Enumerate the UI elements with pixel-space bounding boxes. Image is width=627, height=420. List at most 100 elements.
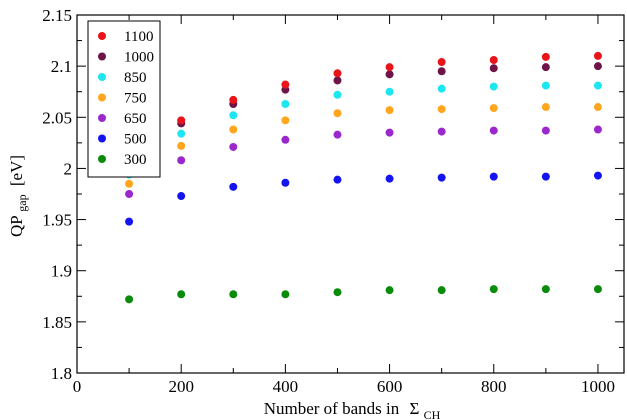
- data-point: [385, 128, 394, 137]
- data-point: [437, 127, 446, 136]
- x-tick-label: 200: [168, 377, 194, 396]
- data-point: [281, 290, 290, 299]
- data-point: [333, 69, 342, 78]
- x-tick-label: 400: [273, 377, 299, 396]
- data-point: [229, 182, 238, 191]
- data-point: [125, 179, 134, 188]
- data-point: [281, 99, 290, 108]
- data-point: [281, 80, 290, 89]
- data-point: [333, 288, 342, 297]
- data-point: [541, 81, 550, 90]
- data-point: [177, 156, 186, 165]
- data-point: [125, 295, 134, 304]
- legend-label: 300: [124, 152, 147, 168]
- data-point: [177, 129, 186, 138]
- y-tick-label: 1.85: [42, 313, 72, 332]
- legend-marker: [98, 32, 106, 40]
- legend-marker: [98, 93, 106, 102]
- data-point: [229, 142, 238, 151]
- series-500: [125, 171, 602, 226]
- data-point: [385, 70, 394, 79]
- data-point: [489, 64, 498, 73]
- y-tick-label: 2.05: [42, 108, 72, 127]
- data-point: [489, 285, 498, 294]
- plot-area: [76, 14, 625, 374]
- data-point: [229, 290, 238, 299]
- y-tick-label: 2: [64, 159, 73, 178]
- data-point: [229, 125, 238, 134]
- data-point: [333, 90, 342, 99]
- data-point: [125, 217, 134, 226]
- data-point: [489, 172, 498, 181]
- y-tick-label: 1.8: [51, 364, 72, 383]
- data-point: [541, 52, 550, 61]
- data-point: [489, 56, 498, 65]
- legend-marker: [98, 155, 106, 163]
- data-point: [177, 141, 186, 150]
- series-850: [125, 81, 602, 179]
- data-point: [229, 111, 238, 120]
- data-point: [593, 285, 602, 294]
- data-point: [593, 62, 602, 71]
- data-point: [541, 172, 550, 181]
- legend-label: 1000: [124, 50, 154, 66]
- x-tick-label: 1000: [581, 377, 615, 396]
- data-point: [437, 84, 446, 93]
- y-axis-label-subscript: gap: [15, 194, 29, 211]
- data-point: [333, 76, 342, 85]
- x-axis-symbol: Σ: [409, 399, 419, 418]
- data-point: [177, 116, 186, 125]
- data-point: [593, 51, 602, 60]
- x-tick-label: 600: [377, 377, 403, 396]
- data-point: [281, 135, 290, 144]
- data-point: [593, 103, 602, 112]
- series-1100: [125, 51, 602, 171]
- legend-marker: [98, 114, 106, 122]
- legend-label: 850: [124, 70, 147, 86]
- data-point: [333, 130, 342, 139]
- y-tick-label: 2.15: [42, 6, 72, 25]
- legend-label: 500: [124, 132, 147, 148]
- data-point: [385, 106, 394, 115]
- x-tick-label: 0: [73, 377, 82, 396]
- legend-marker: [98, 73, 106, 81]
- data-point: [541, 103, 550, 112]
- data-point: [541, 126, 550, 135]
- x-tick-label: 800: [481, 377, 507, 396]
- data-point: [437, 286, 446, 295]
- series-750: [125, 103, 602, 188]
- data-point: [333, 109, 342, 118]
- legend-label: 650: [124, 111, 147, 127]
- data-point: [281, 116, 290, 125]
- data-point: [385, 87, 394, 96]
- legend: 1100 1000 850 750 650 500 300: [87, 20, 161, 178]
- data-point: [541, 63, 550, 72]
- data-point: [437, 105, 446, 114]
- x-axis-symbol-subscript: CH: [424, 408, 441, 420]
- data-point: [177, 192, 186, 201]
- data-point: [593, 125, 602, 134]
- data-point: [489, 126, 498, 135]
- y-axis-label: QP: [7, 216, 26, 237]
- data-point: [229, 95, 238, 104]
- data-point: [437, 67, 446, 76]
- series-300: [125, 285, 602, 304]
- data-point: [437, 58, 446, 67]
- data-point: [385, 174, 394, 183]
- data-point: [437, 173, 446, 182]
- data-point: [489, 82, 498, 91]
- x-axis-title: Number of bands in Σ CH: [264, 399, 441, 420]
- x-axis-label: Number of bands in: [264, 399, 400, 418]
- legend-label: 750: [124, 91, 147, 107]
- legend-label: 1100: [124, 29, 153, 45]
- data-point: [125, 190, 134, 198]
- y-tick-label: 1.95: [42, 211, 72, 230]
- data-point: [593, 171, 602, 180]
- data-point: [593, 81, 602, 90]
- data-point: [385, 63, 394, 72]
- data-point: [489, 104, 498, 113]
- data-point: [177, 290, 186, 299]
- y-tick-label: 2.1: [51, 57, 72, 76]
- y-axis-unit: [eV]: [7, 155, 26, 186]
